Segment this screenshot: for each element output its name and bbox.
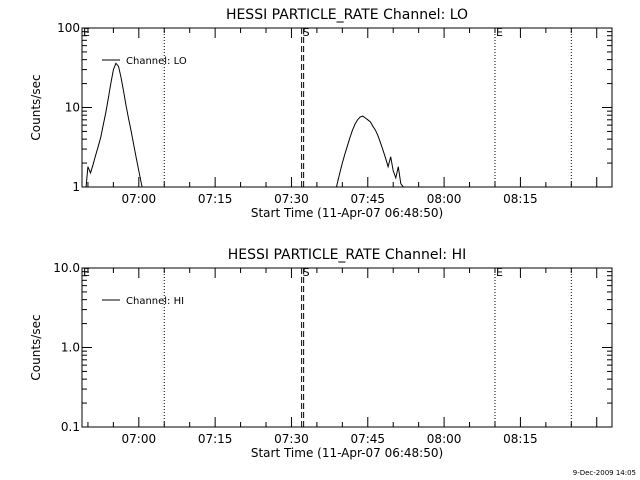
legend-label: Channel: LO bbox=[126, 56, 187, 67]
plot-frame bbox=[81, 267, 613, 428]
chart-title: HESSI PARTICLE_RATE Channel: HI bbox=[228, 247, 466, 263]
y-tick-label: 1 bbox=[72, 180, 80, 194]
x-tick-label: 08:15 bbox=[503, 432, 538, 446]
x-axis-label: Start Time (11-Apr-07 06:48:50) bbox=[251, 446, 443, 460]
series-line bbox=[335, 115, 404, 187]
x-axis-label: Start Time (11-Apr-07 06:48:50) bbox=[251, 206, 443, 220]
x-tick-label: 08:00 bbox=[427, 192, 462, 206]
y-tick-label: 100 bbox=[57, 21, 80, 35]
event-marker-label: E bbox=[83, 266, 90, 279]
plot-frame bbox=[81, 27, 613, 188]
y-axis-label: Counts/sec bbox=[29, 314, 43, 380]
x-tick-label: 07:45 bbox=[350, 192, 385, 206]
event-marker-label: E bbox=[496, 266, 503, 279]
y-tick-label: 0.1 bbox=[61, 420, 80, 434]
x-tick-label: 08:15 bbox=[503, 192, 538, 206]
legend-label: Channel: HI bbox=[126, 296, 184, 307]
series-line bbox=[85, 62, 143, 187]
y-tick-label: 10.0 bbox=[53, 261, 80, 275]
y-tick-label: 1.0 bbox=[61, 341, 80, 355]
event-marker-label: E bbox=[496, 26, 503, 39]
y-tick-label: 10 bbox=[65, 101, 80, 115]
x-tick-label: 07:00 bbox=[122, 432, 157, 446]
x-tick-label: 07:45 bbox=[350, 432, 385, 446]
event-marker-label: E bbox=[83, 26, 90, 39]
footer-timestamp: 9-Dec-2009 14:05 bbox=[573, 469, 636, 477]
x-tick-label: 07:30 bbox=[274, 432, 309, 446]
x-tick-label: 07:30 bbox=[274, 192, 309, 206]
x-tick-label: 08:00 bbox=[427, 432, 462, 446]
event-marker-label: S bbox=[303, 266, 310, 279]
series-group bbox=[85, 62, 404, 187]
chart-title: HESSI PARTICLE_RATE Channel: LO bbox=[226, 7, 468, 23]
y-axis-label: Counts/sec bbox=[29, 74, 43, 140]
event-marker-label: S bbox=[303, 26, 310, 39]
x-tick-label: 07:15 bbox=[198, 432, 233, 446]
x-tick-label: 07:15 bbox=[198, 192, 233, 206]
x-tick-label: 07:00 bbox=[122, 192, 157, 206]
